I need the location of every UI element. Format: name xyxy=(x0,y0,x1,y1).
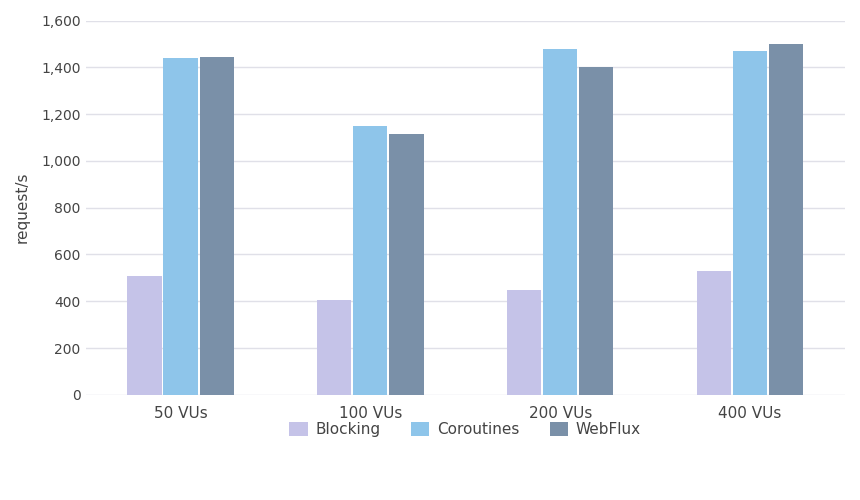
Bar xyxy=(163,58,198,395)
Bar xyxy=(200,57,234,395)
Bar xyxy=(697,271,731,395)
Bar xyxy=(544,48,577,395)
Bar xyxy=(733,51,767,395)
Bar xyxy=(317,300,352,395)
Bar xyxy=(353,126,388,395)
Bar xyxy=(127,276,162,395)
Y-axis label: request/s: request/s xyxy=(15,172,30,244)
Legend: Blocking, Coroutines, WebFlux: Blocking, Coroutines, WebFlux xyxy=(283,416,648,444)
Bar xyxy=(507,290,541,395)
Bar xyxy=(769,44,803,395)
Bar xyxy=(579,68,613,395)
Bar xyxy=(390,134,423,395)
